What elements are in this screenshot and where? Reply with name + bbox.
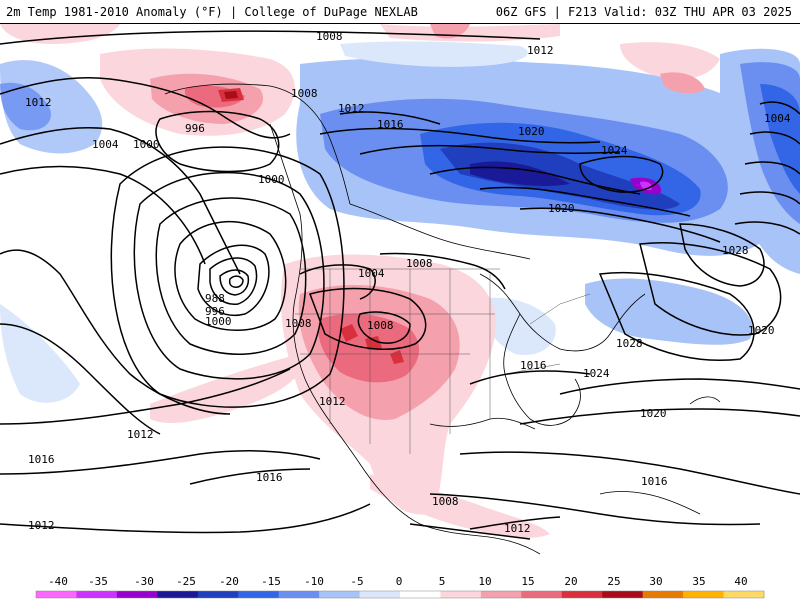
legend-swatch [319, 591, 361, 598]
legend-swatch [400, 591, 441, 598]
legend-swatch [683, 591, 725, 598]
isobar-label: 1016 [520, 359, 547, 372]
isobar-label: 1016 [256, 471, 283, 484]
legend-tick: -35 [88, 575, 108, 588]
legend-tick: 0 [396, 575, 403, 588]
legend-tick: 5 [439, 575, 446, 588]
coastlines [164, 83, 721, 555]
color-legend: -40 -35 -30 -25 -20 -15 -10 -5 0 5 10 15… [0, 574, 800, 600]
isobar-label: 1000 [133, 138, 160, 151]
isobar-label: 1020 [518, 125, 545, 138]
isobar-label: 1012 [127, 428, 154, 441]
isobar-label: 1000 [205, 315, 232, 328]
legend-swatch [359, 591, 401, 598]
legend-swatch [116, 591, 158, 598]
legend-tick: 30 [649, 575, 662, 588]
anomaly-map: 1008 1012 1012 1004 1000 996 1008 1012 1… [0, 24, 800, 574]
isobar-label: 1008 [432, 495, 459, 508]
warm-anomaly-shading [0, 24, 720, 538]
isobar-label: 1000 [258, 173, 285, 186]
legend-tick: -40 [48, 575, 68, 588]
isobar-label: 1012 [504, 522, 531, 535]
isobar-label: 1008 [406, 257, 433, 270]
isobar-label: 1012 [28, 519, 55, 532]
legend-swatch [561, 591, 603, 598]
legend-swatch [197, 591, 239, 598]
isobar-label: 1012 [319, 395, 346, 408]
legend-swatch [278, 591, 320, 598]
isobar-label: 1008 [367, 319, 394, 332]
legend-tick: 40 [734, 575, 747, 588]
isobar-label: 1020 [748, 324, 775, 337]
isobar-label: 1008 [285, 317, 312, 330]
isobar-label: 1020 [548, 202, 575, 215]
legend-swatch [440, 591, 482, 598]
legend-swatch [602, 591, 644, 598]
isobar-label: 1008 [291, 87, 318, 100]
legend-swatch [238, 591, 280, 598]
legend-tick: -25 [176, 575, 196, 588]
legend-tick: 20 [564, 575, 577, 588]
isobar-contours [0, 30, 800, 540]
legend-swatch [480, 591, 522, 598]
legend-tick: 35 [692, 575, 705, 588]
isobar-label: 1024 [583, 367, 610, 380]
legend-swatch [723, 591, 765, 598]
isobar-label: 1012 [338, 102, 365, 115]
isobar-label: 1004 [358, 267, 385, 280]
isobar-label: 1012 [527, 44, 554, 57]
map-title: 2m Temp 1981-2010 Anomaly (°F) | College… [6, 5, 418, 19]
isobar-label: 1028 [722, 244, 749, 257]
isobar-label: 1012 [25, 96, 52, 109]
legend-tick: -15 [261, 575, 281, 588]
isobar-label: 1016 [641, 475, 668, 488]
isobar-label: 996 [205, 305, 225, 318]
isobar-label: 988 [205, 292, 225, 305]
legend-swatch [76, 591, 118, 598]
legend-tick: -10 [304, 575, 324, 588]
legend-swatch [642, 591, 684, 598]
legend-tick: -30 [134, 575, 154, 588]
legend-swatch [36, 591, 77, 598]
isobar-labels: 1008 1012 1012 1004 1000 996 1008 1012 1… [25, 30, 791, 535]
isobar-label: 1028 [616, 337, 643, 350]
legend-tick: 15 [521, 575, 534, 588]
isobar-label: 1004 [92, 138, 119, 151]
legend-tick: 25 [607, 575, 620, 588]
legend-tick: -20 [219, 575, 239, 588]
isobar-label: 1016 [377, 118, 404, 131]
legend-swatch [521, 591, 563, 598]
title-bar: 2m Temp 1981-2010 Anomaly (°F) | College… [0, 0, 800, 24]
isobar-label: 1020 [640, 407, 667, 420]
isobar-label: 1008 [316, 30, 343, 43]
isobar-label: 1024 [601, 144, 628, 157]
legend-tick: -5 [350, 575, 363, 588]
legend-tick: 10 [478, 575, 491, 588]
model-run-info: 06Z GFS | F213 Valid: 03Z THU APR 03 202… [495, 5, 792, 19]
legend-color-bar [35, 590, 765, 599]
isobar-label: 996 [185, 122, 205, 135]
legend-swatch [157, 591, 199, 598]
legend-outline [35, 590, 765, 599]
isobar-label: 1016 [28, 453, 55, 466]
isobar-label: 1004 [764, 112, 791, 125]
